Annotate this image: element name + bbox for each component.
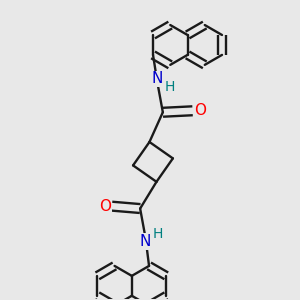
Text: O: O [194, 103, 206, 118]
Text: H: H [153, 227, 163, 241]
Text: O: O [99, 199, 111, 214]
Text: N: N [139, 234, 151, 249]
Text: N: N [152, 71, 163, 86]
Text: H: H [165, 80, 175, 94]
